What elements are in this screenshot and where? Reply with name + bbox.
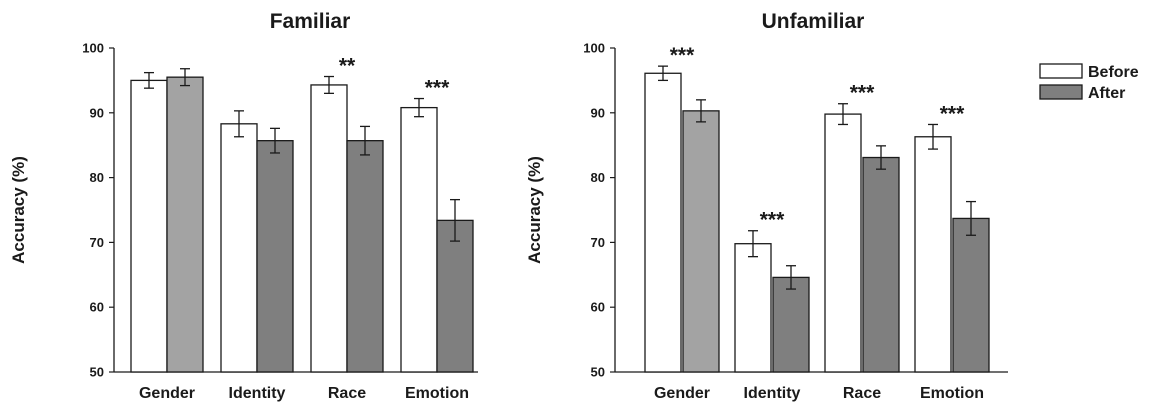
- significance-marker: **: [339, 55, 356, 78]
- bar-before-race: [824, 113, 862, 373]
- bar-after-identity: [772, 276, 810, 373]
- legend-label-after: After: [1088, 85, 1125, 102]
- bar-before-identity: [220, 123, 258, 373]
- y-tick-label: 60: [591, 300, 605, 315]
- x-tick-label-emotion: Emotion: [405, 385, 469, 402]
- bar-before-gender: [644, 72, 682, 373]
- significance-marker: ***: [425, 77, 450, 100]
- significance-marker: ***: [940, 102, 965, 125]
- y-tick-label: 100: [82, 41, 104, 56]
- y-axis-label: Accuracy (%): [9, 156, 28, 264]
- x-tick-label-race: Race: [843, 385, 881, 402]
- unfamiliar-panel: Unfamiliar Accuracy (%) 50 60 70 80 90 100 Gende…: [525, 10, 1008, 402]
- chart-title: Familiar: [270, 10, 351, 33]
- legend: Before After: [1039, 63, 1139, 102]
- familiar-panel: Familiar Accuracy (%) 50 60 70 80 90 100 Gender I…: [9, 10, 478, 402]
- bar-after-race: [862, 156, 900, 373]
- bar-before-gender: [130, 79, 168, 373]
- bar-before-emotion: [914, 136, 952, 373]
- bar-before-identity: [734, 243, 772, 373]
- y-tick-label: 50: [591, 365, 605, 380]
- significance-marker: ***: [670, 44, 695, 67]
- bar-after-race: [346, 140, 384, 373]
- y-tick-label: 100: [583, 41, 605, 56]
- y-tick-label: 80: [591, 170, 605, 185]
- y-tick-label: 60: [90, 300, 104, 315]
- bar-after-identity: [256, 140, 294, 373]
- x-tick-label-gender: Gender: [654, 385, 710, 402]
- x-tick-label-race: Race: [328, 385, 366, 402]
- x-tick-label-identity: Identity: [229, 385, 286, 402]
- y-tick-label: 90: [591, 105, 605, 120]
- y-tick-label: 80: [90, 170, 104, 185]
- y-axis-label: Accuracy (%): [525, 156, 544, 264]
- significance-marker: ***: [850, 82, 875, 105]
- bar-after-gender: [682, 110, 720, 373]
- bar-after-gender: [166, 76, 204, 373]
- y-tick-label: 50: [90, 365, 104, 380]
- chart-title: Unfamiliar: [762, 10, 865, 33]
- y-tick-label: 70: [90, 235, 104, 250]
- significance-marker: ***: [760, 209, 785, 232]
- bar-before-race: [310, 84, 348, 373]
- x-tick-label-emotion: Emotion: [920, 385, 984, 402]
- legend-swatch-before: [1039, 63, 1083, 79]
- y-tick-label: 70: [591, 235, 605, 250]
- bar-after-emotion: [952, 217, 990, 373]
- bar-after-emotion: [436, 219, 474, 373]
- bar-before-emotion: [400, 106, 438, 373]
- legend-label-before: Before: [1088, 64, 1139, 81]
- x-tick-label-identity: Identity: [744, 385, 801, 402]
- y-tick-label: 90: [90, 105, 104, 120]
- x-tick-label-gender: Gender: [139, 385, 195, 402]
- legend-swatch-after: [1039, 84, 1083, 100]
